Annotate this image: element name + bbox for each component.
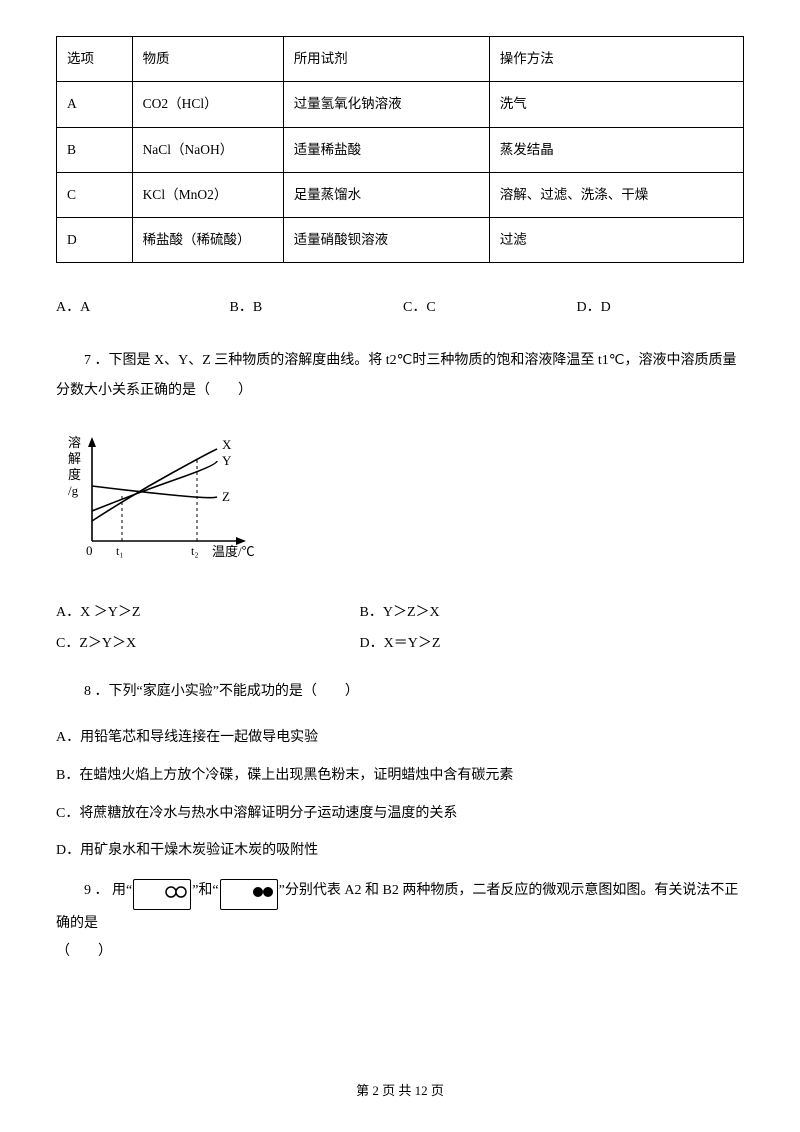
table-row: A CO2（HCl） 过量氢氧化钠溶液 洗气 [57, 82, 744, 127]
molecule-b2-icon [220, 879, 278, 910]
cell: A [57, 82, 133, 127]
q8-opt-c: C．将蔗糖放在冷水与热水中溶解证明分子运动速度与温度的关系 [56, 802, 744, 826]
cell: KCl（MnO2） [132, 172, 283, 217]
q7-opt-a: A．X ＞Y＞Z [56, 602, 356, 623]
y-axis-label: /g [68, 483, 79, 498]
q7-options-row2: C．Z＞Y＞X D．X＝Y＞Z [56, 633, 744, 654]
cell: B [57, 127, 133, 172]
table-row: D 稀盐酸（稀硫酸） 适量硝酸钡溶液 过滤 [57, 218, 744, 263]
series-label-z: Z [222, 489, 230, 504]
x-axis-label: 温度/℃ [212, 544, 255, 559]
th-substance: 物质 [132, 37, 283, 82]
q7-text: 7 ．下图是 X、Y、Z 三种物质的溶解度曲线。将 t2℃时三种物质的饱和溶液降… [56, 346, 744, 405]
page-footer: 第 2 页 共 12 页 [0, 1081, 800, 1101]
q8-opt-a: A．用铅笔芯和导线连接在一起做导电实验 [56, 726, 744, 750]
q9-pre: 9 ． 用“ [84, 883, 132, 898]
opt-b: B．B [230, 297, 400, 318]
cell: 溶解、过滤、洗涤、干燥 [489, 172, 743, 217]
q8-opt-d: D．用矿泉水和干燥木炭验证木炭的吸附性 [56, 839, 744, 863]
th-method: 操作方法 [489, 37, 743, 82]
x-tick-t1: t₁ [116, 544, 124, 558]
curve-x [92, 449, 217, 521]
curve-y [92, 461, 217, 511]
cell: D [57, 218, 133, 263]
y-axis-label: 度 [68, 467, 81, 482]
q9-tail: （ ） [56, 938, 744, 966]
opt-c: C．C [403, 297, 573, 318]
q7-opt-c: C．Z＞Y＞X [56, 633, 356, 654]
cell: 过滤 [489, 218, 743, 263]
cell: CO2（HCl） [132, 82, 283, 127]
q7-opt-b: B．Y＞Z＞X [360, 602, 440, 623]
x-tick-t2: t₂ [191, 544, 199, 558]
solubility-chart-svg: 溶 解 度 /g X Y Z 0 t₁ t₂ 温度/℃ [62, 431, 292, 571]
q6-options: A．A B．B C．C D．D [56, 297, 744, 318]
x-tick-0: 0 [86, 543, 93, 558]
solubility-chart: 溶 解 度 /g X Y Z 0 t₁ t₂ 温度/℃ [62, 431, 744, 578]
cell: NaCl（NaOH） [132, 127, 283, 172]
q7-opt-d: D．X＝Y＞Z [360, 633, 441, 654]
th-reagent: 所用试剂 [283, 37, 489, 82]
cell: 适量稀盐酸 [283, 127, 489, 172]
q8-options: A．用铅笔芯和导线连接在一起做导电实验 B．在蜡烛火焰上方放个冷碟，碟上出现黑色… [56, 726, 744, 863]
series-label-x: X [222, 437, 232, 452]
q9-text: 9 ． 用“”和“”分别代表 A2 和 B2 两种物质，二者反应的微观示意图如图… [56, 877, 744, 938]
cell: 洗气 [489, 82, 743, 127]
cell: 适量硝酸钡溶液 [283, 218, 489, 263]
reagent-table: 选项 物质 所用试剂 操作方法 A CO2（HCl） 过量氢氧化钠溶液 洗气 B… [56, 36, 744, 263]
opt-d: D．D [577, 297, 611, 318]
table-row: C KCl（MnO2） 足量蒸馏水 溶解、过滤、洗涤、干燥 [57, 172, 744, 217]
th-option: 选项 [57, 37, 133, 82]
q7-options-row1: A．X ＞Y＞Z B．Y＞Z＞X [56, 602, 744, 623]
series-label-y: Y [222, 453, 232, 468]
y-axis-label: 溶 [68, 435, 81, 450]
table-header-row: 选项 物质 所用试剂 操作方法 [57, 37, 744, 82]
cell: C [57, 172, 133, 217]
cell: 过量氢氧化钠溶液 [283, 82, 489, 127]
cell: 蒸发结晶 [489, 127, 743, 172]
y-axis-label: 解 [68, 451, 81, 466]
opt-a: A．A [56, 297, 226, 318]
cell: 足量蒸馏水 [283, 172, 489, 217]
cell: 稀盐酸（稀硫酸） [132, 218, 283, 263]
molecule-a2-icon [133, 879, 191, 910]
q8-text: 8 ．下列“家庭小实验”不能成功的是（ ） [56, 678, 744, 706]
q9-mid1: ”和“ [192, 883, 218, 898]
q8-opt-b: B．在蜡烛火焰上方放个冷碟，碟上出现黑色粉末，证明蜡烛中含有碳元素 [56, 764, 744, 788]
table-row: B NaCl（NaOH） 适量稀盐酸 蒸发结晶 [57, 127, 744, 172]
y-axis-arrow-icon [88, 437, 96, 447]
